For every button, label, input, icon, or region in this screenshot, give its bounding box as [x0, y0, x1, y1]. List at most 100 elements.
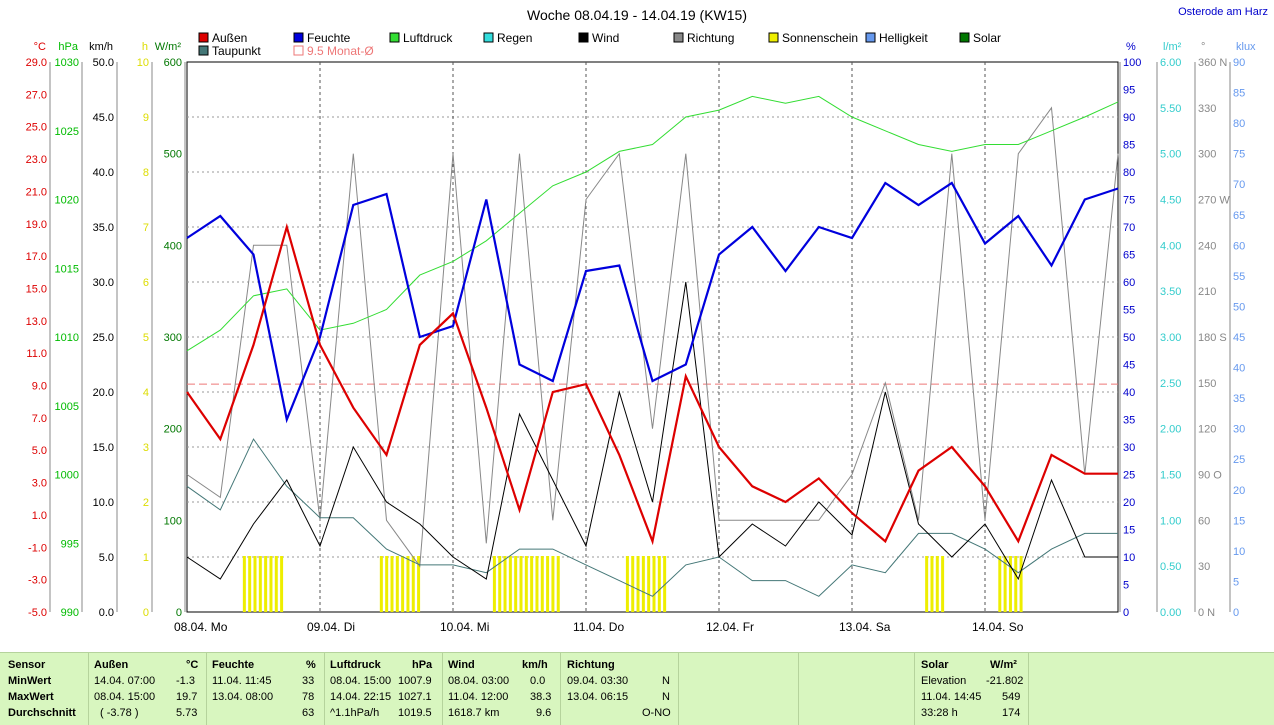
right-axis-tick: 45 — [1123, 360, 1135, 372]
sunshine-bar — [551, 556, 555, 612]
sunshine-bar — [242, 556, 246, 612]
left-axis-tick: 7 — [143, 222, 149, 234]
right-axis-tick: 65 — [1233, 210, 1245, 222]
legend-label: Regen — [497, 31, 532, 45]
right-axis-tick: 60 — [1233, 240, 1245, 252]
richtung-min-time: 09.04. 03:30 — [567, 675, 629, 687]
richtung-min: N — [662, 675, 670, 687]
sunshine-bar — [390, 556, 394, 612]
sunshine-bar — [524, 556, 528, 612]
sunshine-bar — [941, 556, 945, 612]
row-min-label: MinWert — [8, 675, 52, 687]
sunshine-bar — [1014, 556, 1018, 612]
sunshine-bar — [514, 556, 518, 612]
right-axis-tick: 90 O — [1198, 470, 1222, 482]
right-axis-tick: 90 — [1123, 112, 1135, 124]
right-axis-tick: 4.00 — [1160, 240, 1181, 252]
left-axis-tick: 0 — [143, 607, 149, 619]
sunshine-bar — [663, 556, 667, 612]
solar-max-time: 11.04. 14:45 — [921, 691, 982, 703]
legend-label: Solar — [973, 31, 1001, 45]
legend-swatch — [865, 32, 876, 43]
luftdruck-min: 1007.9 — [398, 675, 432, 687]
left-axis-unit: hPa — [58, 41, 78, 53]
right-axis-tick: 75 — [1233, 149, 1245, 161]
aussen-min-time: 14.04. 07:00 — [94, 675, 156, 687]
left-axis-tick: 30.0 — [93, 277, 114, 289]
right-axis-tick: 0 — [1123, 607, 1129, 619]
wind-unit: km/h — [522, 659, 548, 671]
right-axis-tick: 80 — [1123, 167, 1135, 179]
left-axis-tick: 1015 — [55, 263, 79, 275]
feuchte-max: 78 — [302, 691, 315, 703]
feuchte-max-time: 13.04. 08:00 — [212, 691, 274, 703]
sunshine-bar — [498, 556, 502, 612]
sunshine-bar — [269, 556, 273, 612]
left-axis-tick: 10.0 — [93, 497, 114, 509]
legend-swatch — [198, 45, 209, 56]
legend-label: Richtung — [687, 31, 734, 45]
right-axis-unit: l/m² — [1163, 41, 1182, 53]
legend: Außen Feuchte Luftdruck Regen Wind Richtung So… — [198, 31, 1001, 58]
left-axis-tick: 995 — [61, 538, 79, 550]
left-axis-unit: km/h — [89, 41, 113, 53]
left-axis-unit: °C — [34, 41, 46, 53]
right-axis-tick: 5.00 — [1160, 149, 1181, 161]
left-axis-tick: 500 — [164, 149, 182, 161]
right-axis-tick: 20 — [1233, 485, 1245, 497]
sunshine-bar — [274, 556, 278, 612]
aussen-min: -1.3 — [176, 675, 195, 687]
right-axis-tick: 1.00 — [1160, 515, 1181, 527]
right-axis-tick: 0 N — [1198, 607, 1215, 619]
sensor-header: Sensor — [8, 659, 46, 671]
left-axis-tick: 400 — [164, 240, 182, 252]
right-axis-tick: 330 — [1198, 103, 1216, 115]
left-axis-tick: 8 — [143, 167, 149, 179]
sunshine-bar — [395, 556, 399, 612]
sunshine-bar — [253, 556, 257, 612]
luftdruck-unit: hPa — [412, 659, 433, 671]
sunshine-bar — [258, 556, 262, 612]
row-max-label: MaxWert — [8, 691, 54, 703]
right-axis-tick: 70 — [1233, 179, 1245, 191]
right-axis-tick: 2.50 — [1160, 378, 1181, 390]
sunshine-bar — [556, 556, 560, 612]
legend-swatch — [673, 32, 684, 43]
luftdruck-header: Luftdruck — [330, 659, 381, 671]
x-axis-label: 13.04. Sa — [839, 620, 891, 634]
solar-avg: 174 — [1002, 707, 1021, 719]
series-außen — [186, 222, 1118, 546]
right-axis-tick: 0 — [1233, 607, 1239, 619]
wind-avg: 9.6 — [536, 707, 552, 719]
feuchte-min: 33 — [302, 675, 315, 687]
left-axis-tick: 50.0 — [93, 57, 114, 69]
left-axis-tick: 25.0 — [93, 332, 114, 344]
sunshine-bar — [641, 556, 645, 612]
left-axis-tick: -3.0 — [28, 575, 47, 587]
legend-swatch — [389, 32, 400, 43]
solar-unit: W/m² — [990, 659, 1017, 671]
left-axis-tick: 5.0 — [32, 445, 47, 457]
right-axis-tick: 1.50 — [1160, 470, 1181, 482]
left-axis-tick: 5.0 — [99, 552, 114, 564]
right-axis-tick: 95 — [1123, 85, 1135, 97]
luftdruck-max-time: 14.04. 22:15 — [330, 691, 392, 703]
aussen-avg: 5.73 — [176, 707, 198, 719]
sunshine-bar — [280, 556, 284, 612]
right-axis-tick: 100 — [1123, 57, 1141, 69]
left-axis-tick: 29.0 — [26, 57, 47, 69]
right-axis-tick: 20 — [1123, 497, 1135, 509]
series-luftdruck — [186, 95, 1119, 352]
left-axis-tick: 45.0 — [93, 112, 114, 124]
right-axis-tick: 30 — [1123, 442, 1135, 454]
right-axis-tick: 25 — [1233, 454, 1245, 466]
aussen-max: 19.7 — [176, 691, 198, 703]
right-axis-tick: 180 S — [1198, 332, 1227, 344]
legend-label: Sonnenschein — [782, 31, 858, 45]
left-axis-tick: 200 — [164, 424, 182, 436]
right-axis-tick: 0.50 — [1160, 561, 1181, 573]
sunshine-bar — [492, 556, 496, 612]
right-axis-tick: 40 — [1233, 363, 1245, 375]
sunshine-bar — [417, 556, 421, 612]
right-axis-tick: 30 — [1233, 424, 1245, 436]
